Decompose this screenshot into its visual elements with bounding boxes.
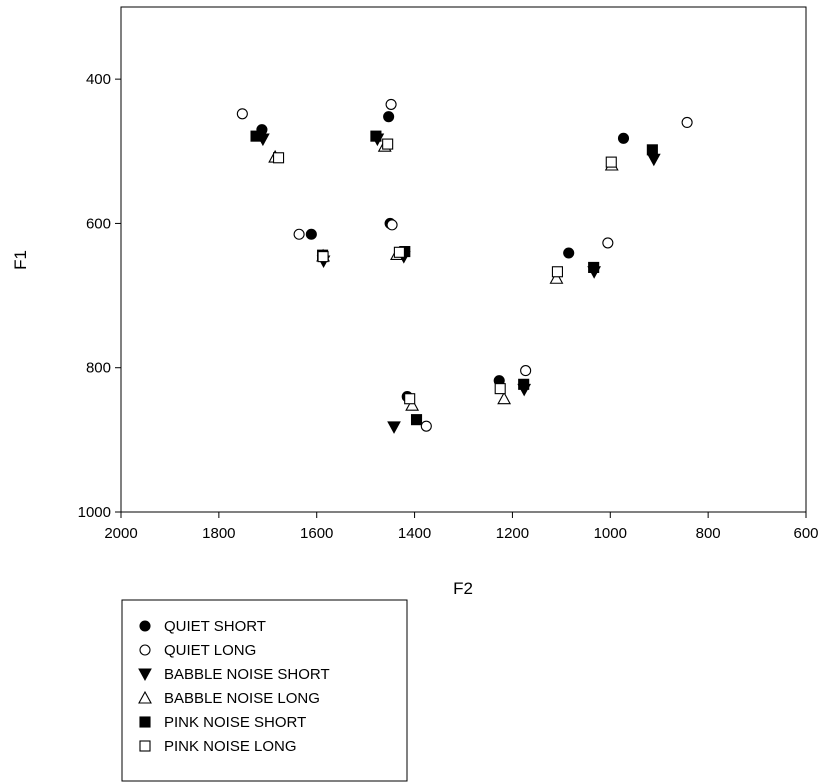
data-point — [520, 365, 532, 377]
x-tick-label: 1200 — [496, 525, 529, 542]
y-axis: 400 600 800 1000 — [78, 71, 121, 521]
data-point — [236, 108, 248, 120]
y-tick-label: 1000 — [78, 504, 111, 521]
legend-item: PINK NOISE SHORT — [139, 714, 306, 731]
y-axis-title: F1 — [11, 250, 30, 270]
legend-marker — [139, 620, 151, 632]
legend-box — [121, 599, 408, 782]
legend-item: PINK NOISE LONG — [139, 738, 297, 755]
series-2 — [256, 133, 661, 434]
series-4 — [250, 130, 658, 426]
x-tick-label: 1000 — [594, 525, 627, 542]
legend-marker — [139, 740, 151, 752]
legend-item: QUIET LONG — [139, 642, 256, 659]
data-point — [617, 132, 630, 144]
data-points — [236, 98, 693, 434]
data-point — [588, 261, 600, 273]
legend-item: QUIET SHORT — [139, 618, 266, 635]
legend-marker — [139, 644, 151, 656]
data-point — [305, 228, 317, 240]
data-point — [382, 138, 394, 150]
y-tick-label: 800 — [86, 360, 111, 377]
legend-label: PINK NOISE LONG — [164, 738, 297, 755]
y-tick-label: 400 — [86, 71, 111, 88]
data-point — [494, 383, 506, 395]
data-point — [404, 393, 416, 405]
data-point — [370, 130, 382, 142]
data-point — [518, 378, 530, 390]
series-5 — [272, 138, 617, 405]
data-point — [563, 247, 575, 259]
data-point — [549, 271, 564, 284]
data-point — [646, 153, 661, 167]
x-tick-label: 1600 — [300, 525, 333, 542]
data-point — [681, 116, 693, 128]
x-tick-label: 2000 — [104, 525, 137, 542]
legend-item: BABBLE NOISE LONG — [138, 690, 320, 707]
data-point — [250, 130, 262, 142]
legend-label: BABBLE NOISE SHORT — [164, 666, 330, 683]
x-tick-label: 1800 — [202, 525, 235, 542]
legend-label: QUIET SHORT — [164, 618, 266, 635]
data-point — [497, 391, 512, 405]
x-tick-label: 1400 — [398, 525, 431, 542]
legend-item: BABBLE NOISE SHORT — [138, 666, 330, 683]
x-axis: 2000 1800 1600 1400 1200 1000 800 600 — [104, 512, 819, 542]
data-point — [420, 420, 432, 432]
data-point — [646, 144, 658, 156]
legend-label: PINK NOISE SHORT — [164, 714, 306, 731]
data-point — [385, 98, 397, 110]
legend-marker — [138, 668, 152, 682]
data-point — [386, 219, 398, 231]
legend-marker — [139, 716, 151, 728]
legend-marker — [138, 690, 152, 704]
data-point — [393, 246, 405, 258]
series-0 — [256, 111, 630, 403]
legend-label: QUIET LONG — [164, 642, 256, 659]
data-point — [387, 421, 401, 434]
data-point — [293, 228, 305, 240]
legend: QUIET SHORT QUIET LONG BABBLE NOISE SHORT B… — [121, 599, 408, 782]
data-point — [410, 414, 423, 426]
plot-area — [120, 6, 807, 513]
data-point — [383, 111, 395, 123]
data-point — [272, 152, 285, 164]
data-point — [602, 237, 614, 249]
series-3 — [268, 139, 619, 411]
data-point — [551, 266, 563, 278]
x-axis-title: F2 — [453, 579, 473, 598]
data-point — [405, 398, 420, 411]
x-tick-label: 600 — [793, 525, 818, 542]
series-1 — [236, 98, 693, 432]
legend-label: BABBLE NOISE LONG — [164, 690, 320, 707]
y-tick-label: 600 — [86, 215, 111, 232]
data-point — [317, 251, 329, 263]
x-tick-label: 800 — [696, 525, 721, 542]
data-point — [605, 156, 617, 168]
